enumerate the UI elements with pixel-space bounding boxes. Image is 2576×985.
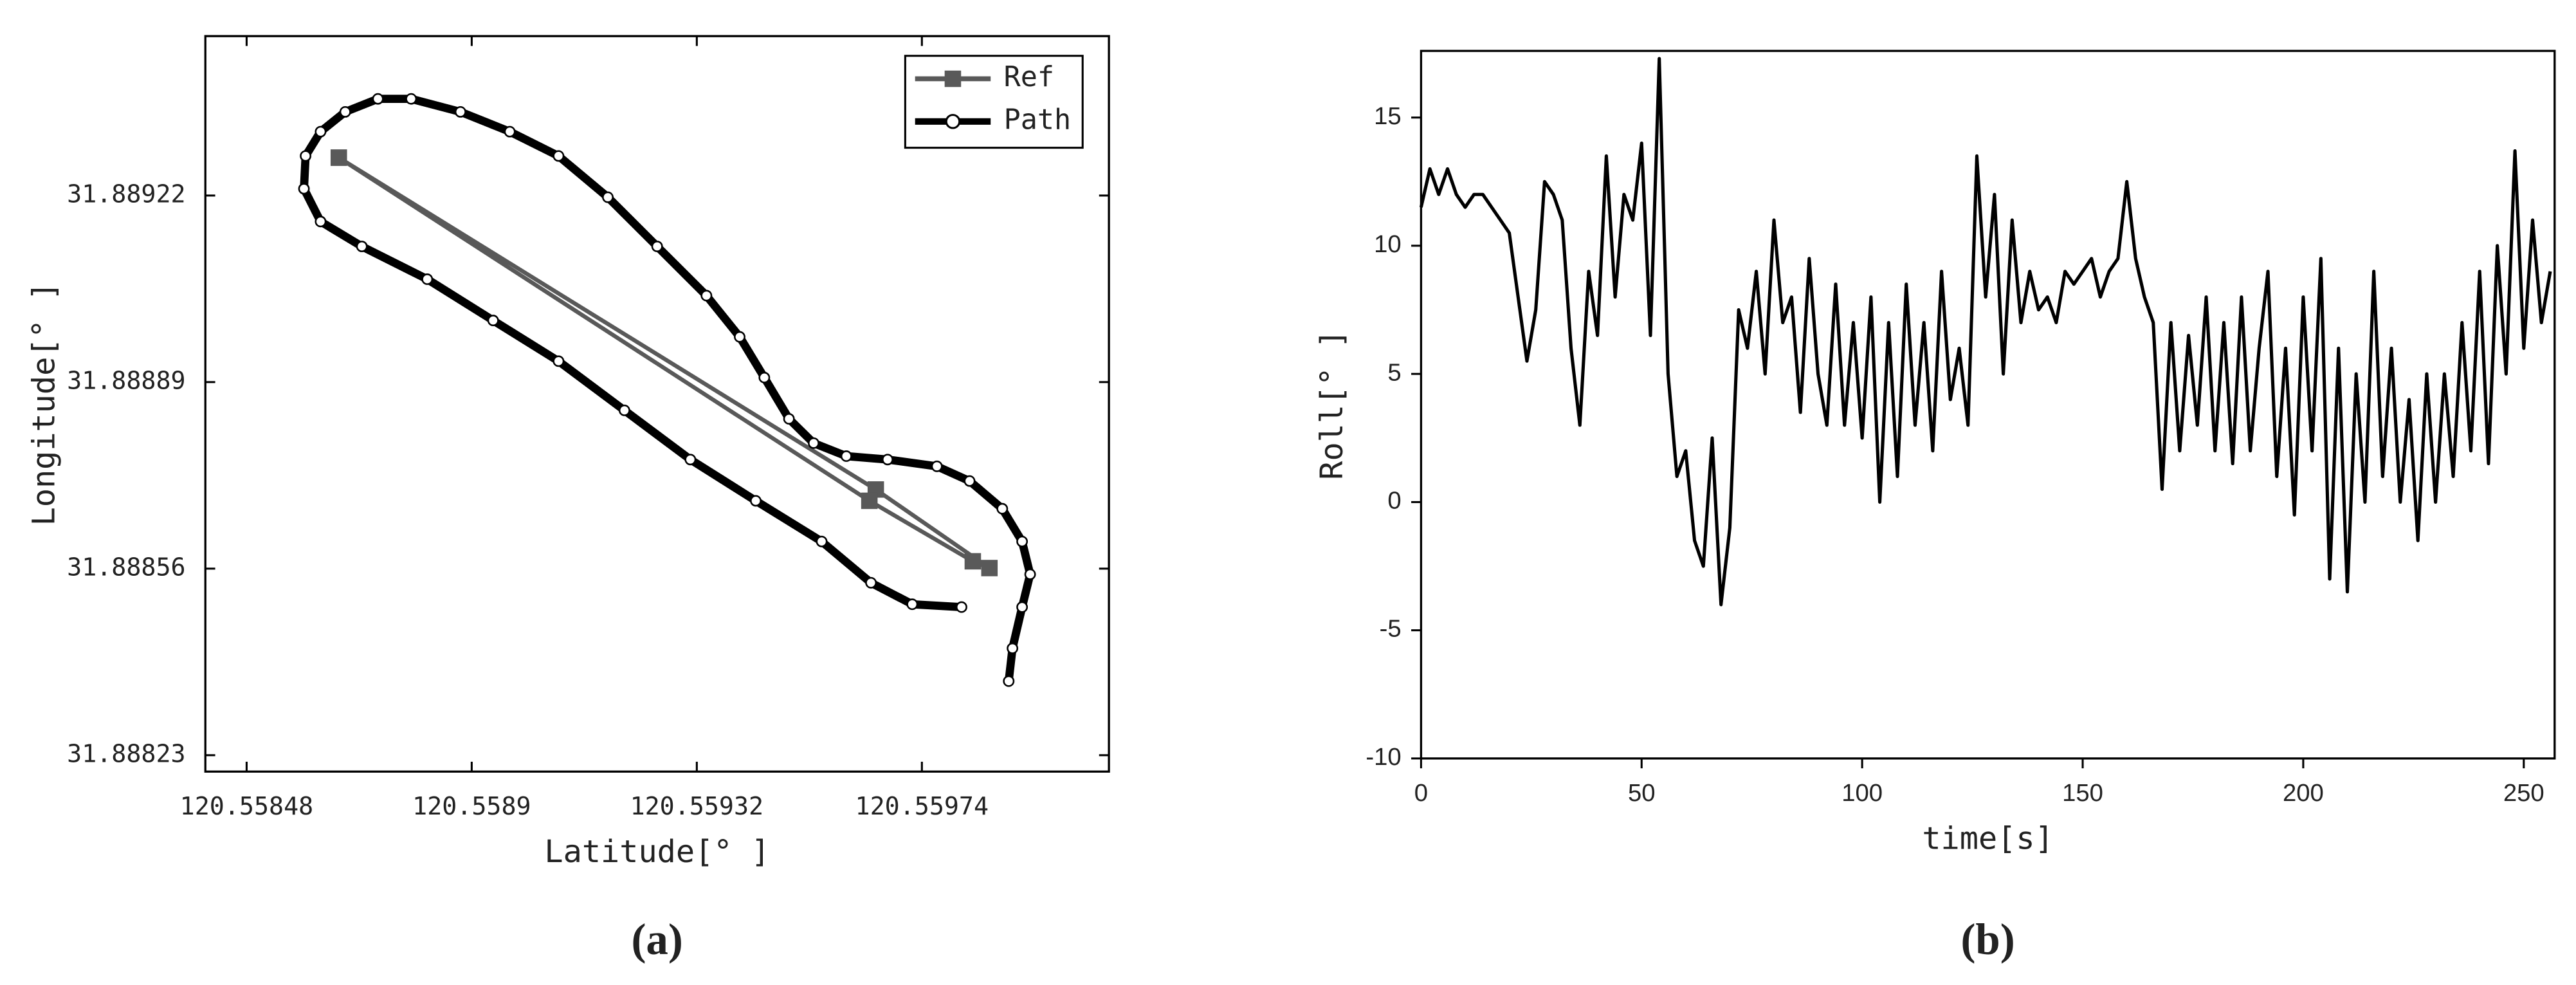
marker [816, 535, 828, 548]
legend-label: Path [1004, 104, 1072, 136]
legend-marker [944, 70, 962, 87]
y-tick-label: 31.88889 [67, 366, 185, 395]
x-tick-label: 0 [1414, 779, 1428, 807]
marker [808, 437, 819, 449]
marker [882, 454, 893, 466]
y-axis-label: Longitude[° ] [26, 282, 62, 526]
marker [840, 450, 852, 462]
marker [964, 475, 976, 487]
legend-box [904, 55, 1084, 149]
marker [734, 331, 745, 343]
y-axis-label: Roll[° ] [1314, 329, 1350, 479]
marker [372, 93, 384, 105]
marker [487, 315, 499, 327]
x-axis-label: time[s] [1922, 820, 2054, 856]
marker [956, 601, 967, 613]
marker [1024, 568, 1036, 580]
marker [1003, 675, 1015, 687]
legend-label: Ref [1004, 61, 1054, 93]
x-axis-label: Latitude[° ] [544, 834, 770, 870]
y-tick-label: 15 [1374, 102, 1402, 130]
y-tick-label: 31.88856 [67, 553, 185, 582]
y-tick-label: 31.88922 [67, 180, 185, 208]
marker [931, 460, 943, 472]
x-tick-label: 120.5589 [412, 792, 531, 821]
marker [684, 454, 697, 466]
marker [651, 241, 663, 252]
marker [964, 553, 982, 570]
caption: (b) [1960, 915, 2014, 964]
caption: (a) [631, 915, 682, 964]
marker [454, 106, 466, 118]
x-tick-label: 120.55932 [630, 792, 764, 821]
y-tick-label: -5 [1380, 615, 1402, 643]
x-tick-label: 200 [2283, 779, 2324, 807]
marker [553, 355, 565, 367]
marker [602, 191, 614, 203]
marker [861, 492, 878, 510]
x-tick-label: 50 [1628, 779, 1656, 807]
x-tick-label: 250 [2503, 779, 2544, 807]
y-tick-label: 5 [1387, 358, 1401, 386]
marker [618, 404, 630, 416]
marker [700, 290, 713, 302]
x-tick-label: 150 [2062, 779, 2103, 807]
marker [504, 125, 516, 138]
x-tick-label: 100 [1841, 779, 1883, 807]
x-tick-label: 120.55848 [180, 792, 314, 821]
series-line [300, 95, 1034, 682]
plot-frame [204, 35, 1110, 773]
marker [758, 371, 771, 383]
marker [906, 598, 918, 611]
marker [300, 150, 312, 162]
marker [996, 502, 1009, 515]
marker [405, 93, 417, 105]
legend-marker [945, 114, 961, 129]
marker [553, 150, 565, 162]
marker [315, 216, 327, 228]
plot-frame [1420, 50, 2556, 760]
marker [1016, 601, 1028, 613]
marker [330, 149, 347, 166]
marker [1016, 535, 1028, 548]
x-tick-label: 120.55974 [855, 792, 989, 821]
marker [783, 413, 795, 425]
series-line [1419, 57, 2552, 607]
marker [339, 106, 351, 118]
y-tick-label: 0 [1387, 487, 1401, 515]
marker [981, 560, 998, 576]
y-tick-label: 10 [1374, 230, 1402, 258]
marker [298, 183, 310, 195]
marker [1007, 642, 1019, 654]
marker [865, 576, 877, 589]
y-tick-label: -10 [1366, 743, 1401, 771]
series-line [338, 156, 992, 571]
marker [315, 125, 327, 138]
marker [356, 241, 368, 252]
marker [750, 495, 762, 507]
y-tick-label: 31.88823 [67, 739, 185, 768]
marker [421, 273, 434, 285]
